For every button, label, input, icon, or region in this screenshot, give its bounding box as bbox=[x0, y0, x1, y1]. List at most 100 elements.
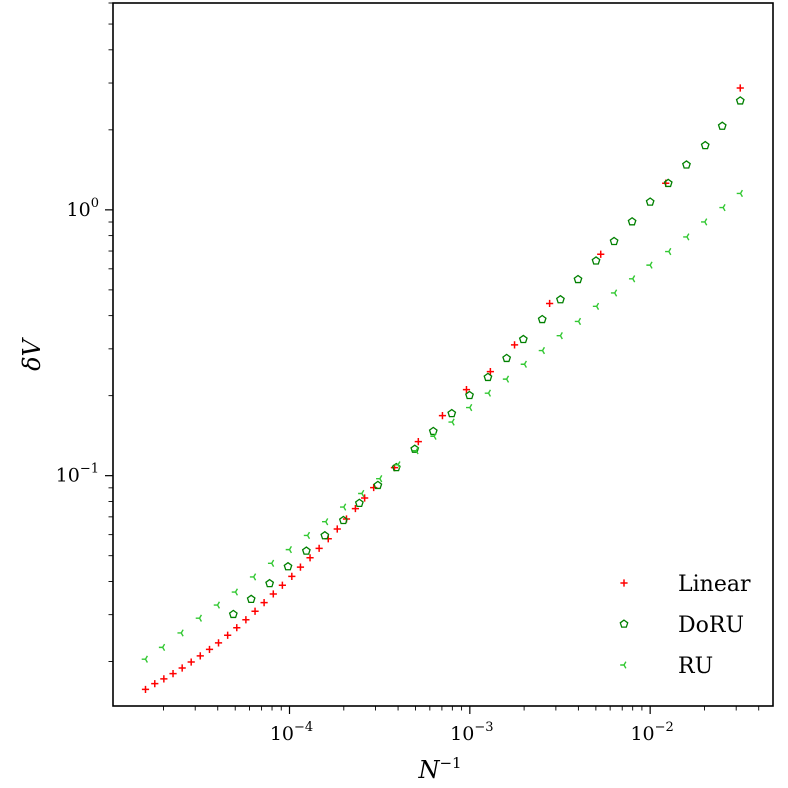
data-point-linear bbox=[296, 563, 305, 571]
data-point-doru bbox=[555, 294, 565, 304]
data-point-doru bbox=[428, 426, 438, 436]
data-point-ru bbox=[394, 461, 401, 469]
data-point-linear bbox=[178, 664, 186, 672]
y-tick-label: 10−1 bbox=[56, 462, 99, 487]
data-point-ru bbox=[448, 418, 455, 426]
data-point-linear bbox=[196, 652, 204, 660]
data-point-ru bbox=[339, 503, 347, 511]
data-point-ru bbox=[213, 601, 221, 609]
data-point-ru bbox=[556, 332, 563, 340]
data-point-doru bbox=[502, 353, 512, 363]
legend-marker-ru bbox=[620, 661, 627, 669]
data-point-doru bbox=[465, 390, 474, 400]
legend-item-doru: DoRU bbox=[619, 613, 744, 638]
data-point-linear bbox=[315, 544, 323, 552]
data-point-ru bbox=[719, 203, 726, 212]
data-point-doru bbox=[627, 216, 637, 226]
data-point-doru bbox=[301, 546, 311, 555]
data-point-linear bbox=[242, 616, 250, 624]
data-point-linear bbox=[736, 84, 744, 92]
data-point-linear bbox=[205, 645, 214, 654]
data-point-linear bbox=[278, 581, 286, 589]
data-point-ru bbox=[683, 233, 690, 241]
data-point-ru bbox=[610, 289, 618, 297]
data-point-ru bbox=[665, 247, 672, 256]
data-point-ru bbox=[484, 389, 492, 397]
legend: Linear DoRU RU bbox=[619, 572, 751, 679]
data-point-ru bbox=[701, 218, 708, 226]
data-point-ru bbox=[412, 447, 419, 455]
data-point-linear bbox=[233, 624, 241, 632]
data-point-ru bbox=[177, 629, 184, 637]
data-points bbox=[141, 84, 745, 694]
data-point-linear bbox=[510, 341, 519, 349]
data-point-linear bbox=[224, 631, 232, 639]
data-point-linear bbox=[351, 504, 360, 513]
data-point-doru bbox=[573, 274, 583, 284]
data-point-linear bbox=[306, 554, 314, 562]
data-point-ru bbox=[358, 489, 365, 498]
data-point-ru bbox=[158, 643, 166, 652]
data-point-doru bbox=[354, 498, 364, 507]
data-point-linear bbox=[141, 685, 150, 694]
data-point-linear bbox=[187, 658, 195, 666]
data-point-ru bbox=[502, 375, 510, 383]
y-axis-label: δV bbox=[18, 336, 46, 370]
data-point-doru bbox=[700, 140, 710, 150]
data-point-doru bbox=[735, 96, 745, 105]
data-point-doru bbox=[265, 578, 275, 588]
data-point-ru bbox=[646, 261, 653, 269]
legend-marker-linear bbox=[620, 579, 628, 587]
data-point-doru bbox=[591, 256, 601, 265]
data-point-linear bbox=[438, 412, 447, 420]
data-point-ru bbox=[141, 655, 149, 663]
data-point-ru bbox=[430, 432, 437, 440]
data-point-doru bbox=[483, 372, 493, 382]
data-point-linear bbox=[288, 572, 296, 580]
data-point-linear bbox=[486, 367, 494, 376]
data-point-ru bbox=[520, 360, 528, 368]
data-point-ru bbox=[322, 518, 329, 526]
data-point-doru bbox=[609, 236, 619, 246]
series-linear bbox=[141, 84, 744, 694]
data-point-ru bbox=[736, 189, 744, 198]
data-point-doru bbox=[681, 160, 691, 169]
legend-item-linear: Linear bbox=[620, 572, 751, 597]
data-point-ru bbox=[376, 475, 383, 483]
data-point-ru bbox=[303, 531, 311, 540]
data-point-linear bbox=[333, 525, 341, 533]
data-point-linear bbox=[151, 680, 159, 688]
data-point-ru bbox=[628, 275, 636, 283]
data-point-ru bbox=[592, 302, 600, 311]
data-point-linear bbox=[160, 675, 168, 683]
data-point-doru bbox=[338, 515, 348, 525]
data-point-linear bbox=[251, 607, 259, 615]
data-point-ru bbox=[466, 403, 473, 412]
x-tick-label: 10−2 bbox=[630, 720, 673, 745]
legend-label: RU bbox=[678, 654, 713, 679]
data-point-doru bbox=[373, 480, 383, 490]
data-point-linear bbox=[214, 639, 223, 647]
data-point-ru bbox=[538, 346, 546, 355]
y-tick-label: 100 bbox=[67, 196, 99, 221]
data-point-linear bbox=[370, 483, 378, 492]
plot-area bbox=[113, 3, 773, 706]
legend-marker-doru bbox=[619, 619, 629, 628]
data-point-ru bbox=[231, 588, 239, 596]
data-point-ru bbox=[267, 559, 275, 567]
legend-item-ru: RU bbox=[620, 654, 713, 679]
data-point-doru bbox=[246, 594, 256, 604]
data-point-ru bbox=[195, 614, 203, 622]
data-point-doru bbox=[518, 334, 528, 344]
data-point-linear bbox=[546, 299, 554, 308]
data-point-linear bbox=[260, 599, 268, 607]
data-point-linear bbox=[462, 386, 471, 394]
legend-label: DoRU bbox=[678, 613, 744, 638]
data-point-linear bbox=[269, 590, 277, 598]
data-point-ru bbox=[285, 545, 293, 554]
data-point-ru bbox=[249, 573, 257, 581]
data-point-doru bbox=[228, 609, 238, 619]
data-point-linear bbox=[597, 250, 605, 258]
series-ru bbox=[141, 189, 744, 663]
